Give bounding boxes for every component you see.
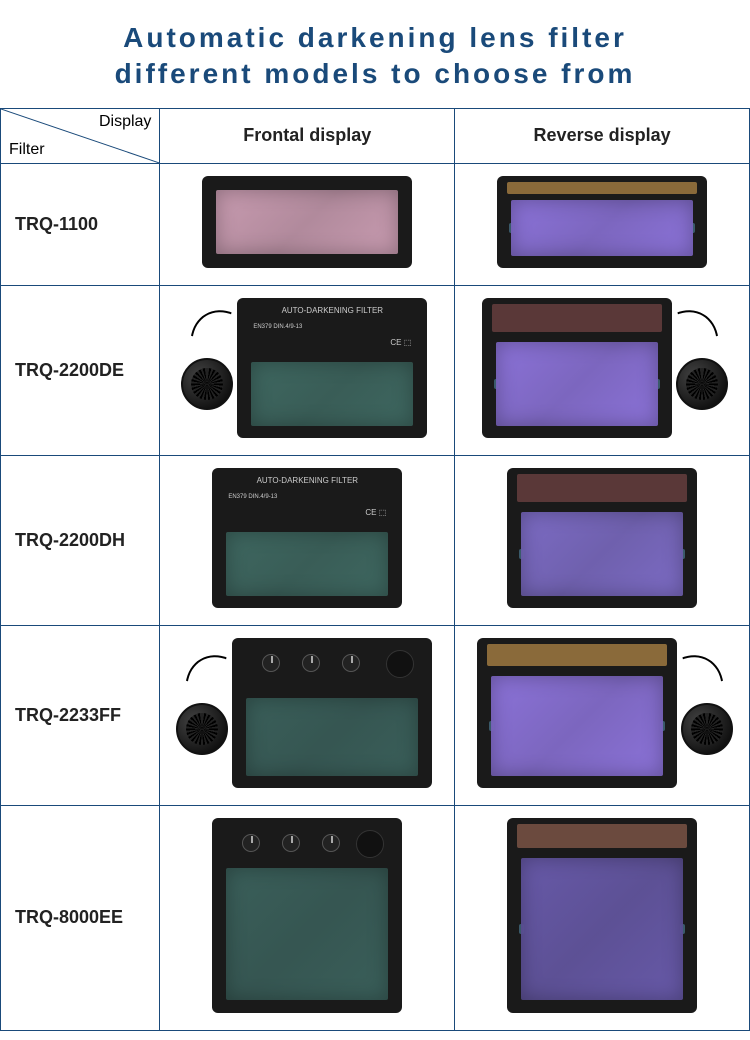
viewing-pane — [496, 342, 658, 426]
front-display-cell — [160, 625, 455, 805]
corner-header-cell: Display Filter — [1, 108, 160, 163]
table-row: TRQ-2233FF — [1, 625, 750, 805]
reverse-display-cell — [455, 285, 750, 455]
reverse-display-cell — [455, 805, 750, 1030]
front-display-cell — [160, 805, 455, 1030]
ce-mark: CE ⬚ — [390, 338, 411, 347]
lens-comparison-table: Display Filter Frontal display Reverse d… — [0, 108, 750, 1031]
reverse-display-cell — [455, 163, 750, 285]
title-line-1: Automatic darkening lens filter — [123, 22, 627, 53]
viewing-pane — [491, 676, 663, 776]
title-line-2: different models to choose from — [115, 58, 636, 89]
lens-body: AUTO-DARKENING FILTER EN379 DIN.4/9-13 CE … — [212, 468, 402, 608]
front-display-cell: AUTO-DARKENING FILTER EN379 DIN.4/9-13 CE … — [160, 455, 455, 625]
large-knob — [386, 650, 414, 678]
viewing-pane — [521, 858, 683, 1000]
control-dial — [342, 654, 360, 672]
lens-body: AUTO-DARKENING FILTER EN379 DIN.4/9-13 CE … — [237, 298, 427, 438]
front-display-cell: AUTO-DARKENING FILTER EN379 DIN.4/9-13 CE … — [160, 285, 455, 455]
lens-sub-text: EN379 DIN.4/9-13 — [228, 494, 402, 500]
lens-body — [507, 468, 697, 608]
solar-panel — [517, 824, 687, 848]
model-label: TRQ-2200DH — [15, 530, 125, 550]
model-label: TRQ-2233FF — [15, 705, 121, 725]
corner-label-filter: Filter — [9, 141, 45, 159]
model-label: TRQ-2200DE — [15, 360, 124, 380]
lens-label-text: AUTO-DARKENING FILTER — [212, 476, 402, 485]
control-dial — [322, 834, 340, 852]
corner-label-display: Display — [99, 113, 151, 131]
viewing-pane — [511, 200, 693, 256]
model-label: TRQ-8000EE — [15, 907, 123, 927]
column-header-front: Frontal display — [160, 108, 455, 163]
control-dial — [262, 654, 280, 672]
ce-mark: CE ⬚ — [365, 508, 386, 517]
lens-body — [497, 176, 707, 268]
reverse-display-cell — [455, 625, 750, 805]
model-cell: TRQ-2233FF — [1, 625, 160, 805]
viewing-pane — [226, 532, 388, 596]
column-header-reverse: Reverse display — [455, 108, 750, 163]
control-dial — [242, 834, 260, 852]
page-title: Automatic darkening lens filter differen… — [0, 0, 750, 108]
lens-body — [212, 818, 402, 1013]
solar-panel — [507, 182, 697, 194]
model-cell: TRQ-1100 — [1, 163, 160, 285]
front-display-cell — [160, 163, 455, 285]
model-cell: TRQ-2200DE — [1, 285, 160, 455]
table-row: TRQ-2200DE AUTO-DARKENING FILTER EN379 DIN… — [1, 285, 750, 455]
lens-body — [202, 176, 412, 268]
viewing-pane — [226, 868, 388, 1000]
solar-panel — [517, 474, 687, 502]
reverse-display-cell — [455, 455, 750, 625]
lens-label-text: AUTO-DARKENING FILTER — [237, 306, 427, 315]
solar-panel — [487, 644, 667, 666]
model-cell: TRQ-2200DH — [1, 455, 160, 625]
table-row: TRQ-2200DH AUTO-DARKENING FILTER EN379 DIN… — [1, 455, 750, 625]
lens-body — [477, 638, 677, 788]
solar-panel — [492, 304, 662, 332]
lens-body — [507, 818, 697, 1013]
table-row: TRQ-1100 — [1, 163, 750, 285]
viewing-pane — [251, 362, 413, 426]
control-dial — [302, 654, 320, 672]
table-row: TRQ-8000EE — [1, 805, 750, 1030]
lens-body — [232, 638, 432, 788]
viewing-pane — [521, 512, 683, 596]
control-dial — [282, 834, 300, 852]
model-cell: TRQ-8000EE — [1, 805, 160, 1030]
viewing-pane — [216, 190, 398, 254]
large-knob — [356, 830, 384, 858]
model-label: TRQ-1100 — [15, 214, 98, 234]
viewing-pane — [246, 698, 418, 776]
lens-sub-text: EN379 DIN.4/9-13 — [253, 324, 427, 330]
